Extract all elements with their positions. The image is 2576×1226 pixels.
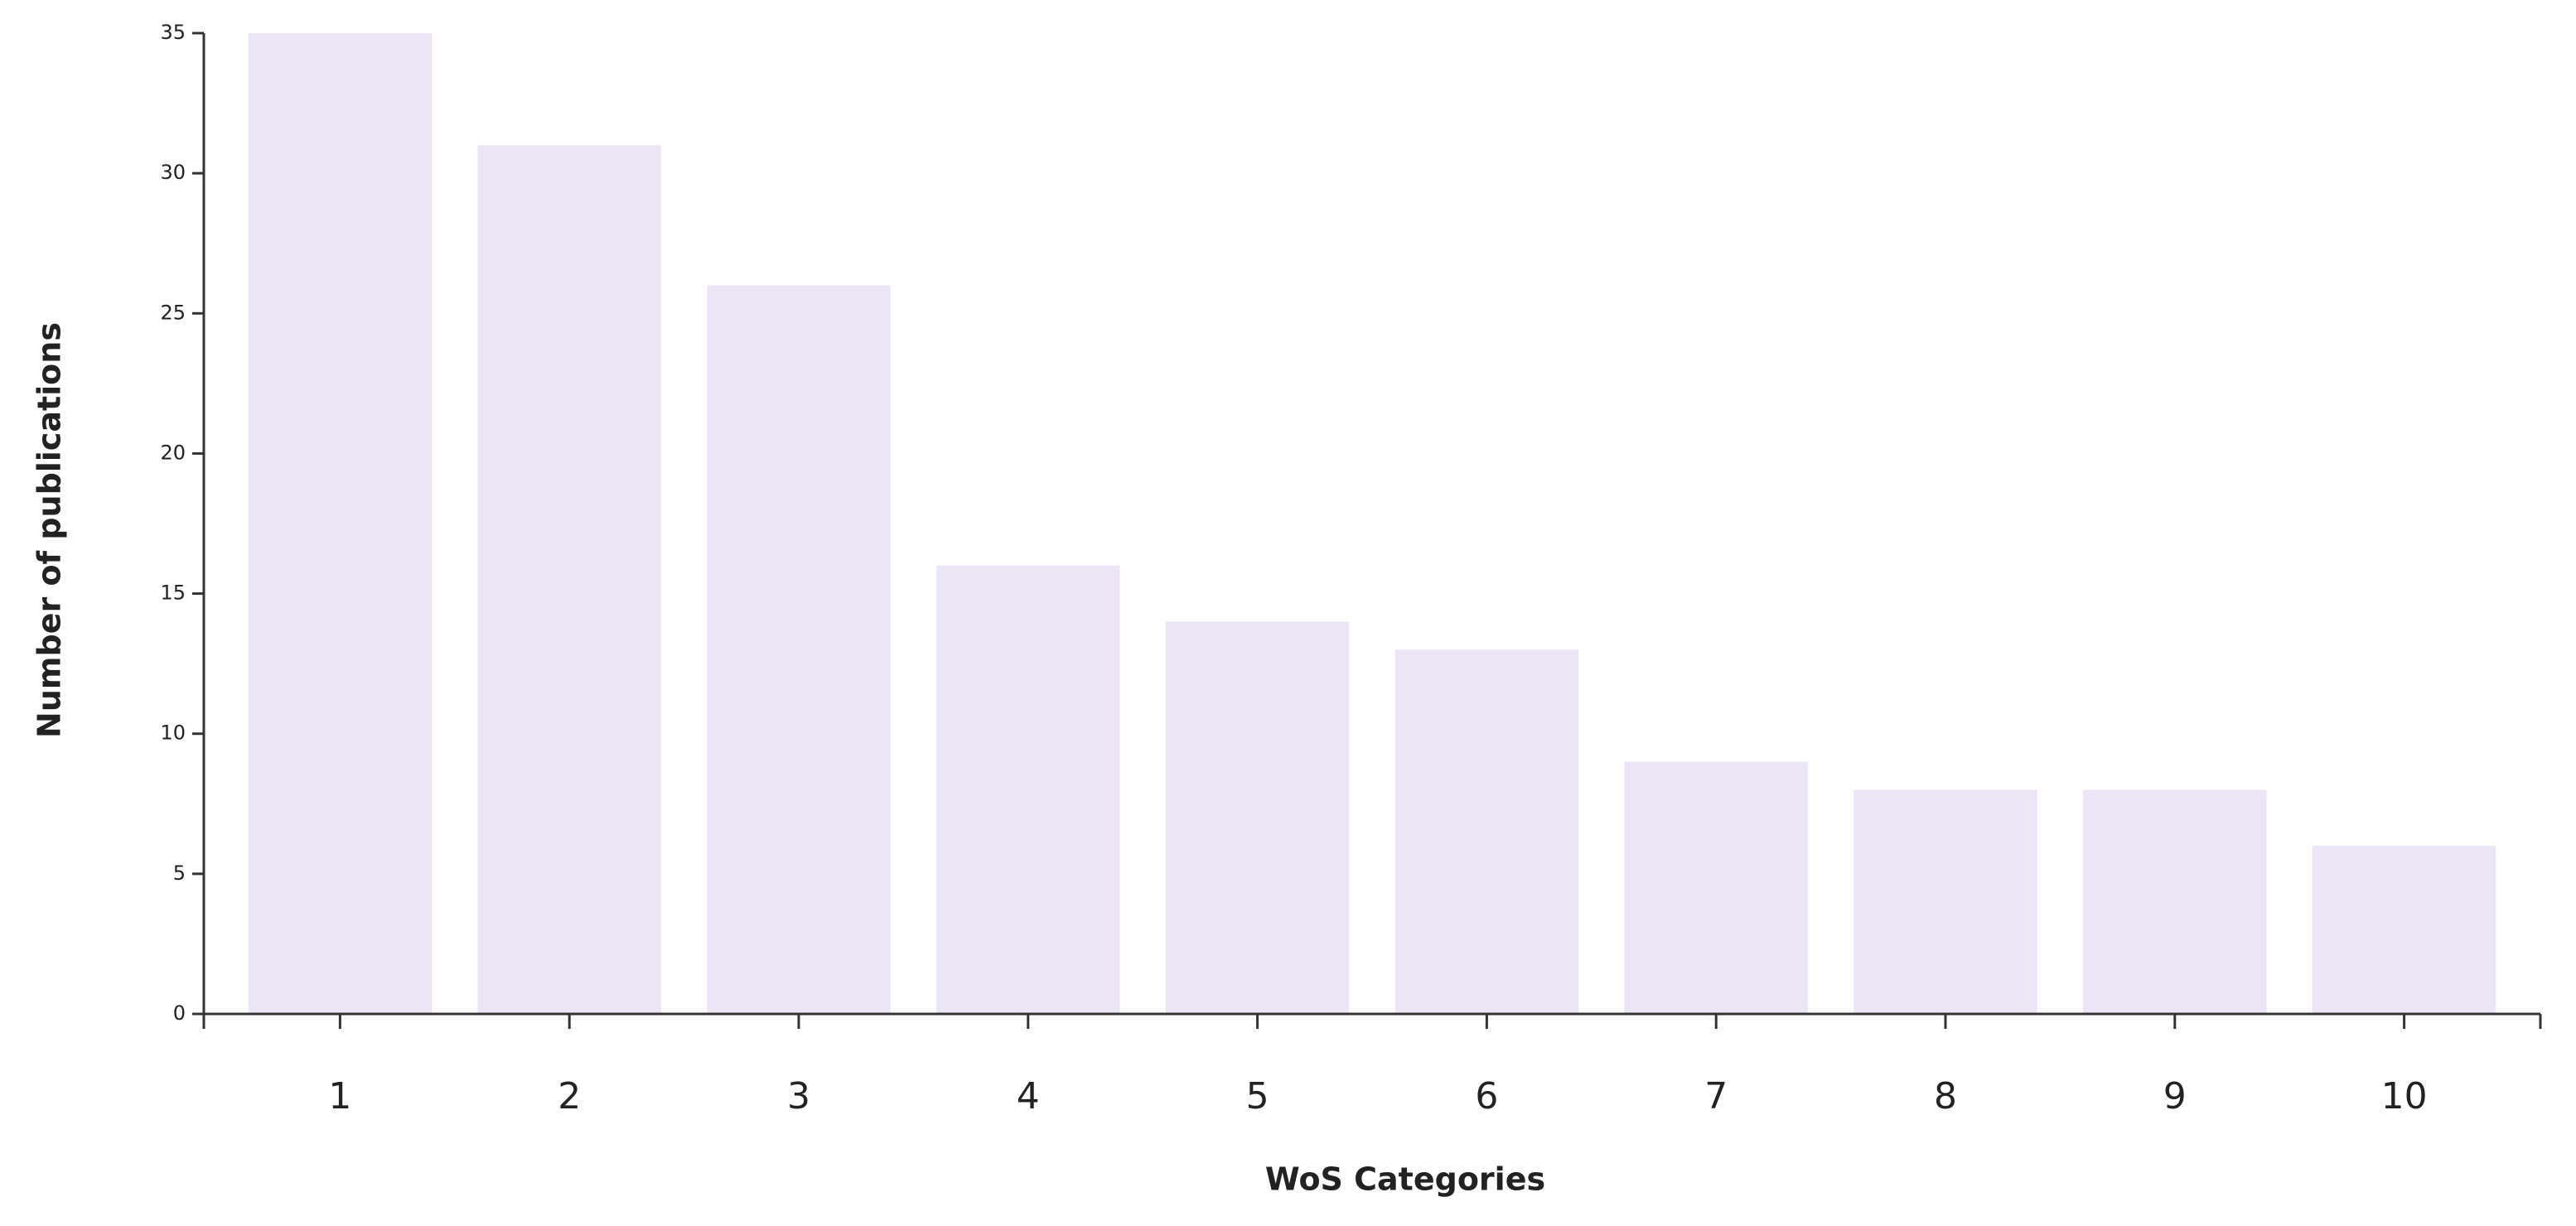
x-tick-label: 2 [558, 1075, 581, 1117]
bar [1624, 761, 1808, 1014]
bar [1853, 789, 2037, 1014]
bar [2312, 846, 2496, 1014]
bar [1165, 621, 1350, 1014]
x-tick-label: 9 [2163, 1075, 2187, 1117]
y-axis-title: Number of publications [31, 322, 68, 738]
x-tick-label: 4 [1017, 1075, 1040, 1117]
x-tick-label: 10 [2381, 1075, 2428, 1117]
x-tick-label: 7 [1704, 1075, 1728, 1117]
bar [936, 565, 1120, 1014]
y-tick-label: 20 [160, 441, 186, 464]
y-tick-label: 15 [160, 582, 186, 605]
bar [248, 33, 433, 1014]
x-tick-label: 3 [787, 1075, 810, 1117]
x-axis-title: WoS Categories [1265, 1161, 1545, 1198]
y-tick-label: 35 [160, 21, 186, 44]
x-tick-label: 8 [1934, 1075, 1957, 1117]
x-tick-label: 1 [328, 1075, 351, 1117]
bar [1394, 649, 1579, 1014]
x-tick-label: 6 [1475, 1075, 1498, 1117]
x-tick-label: 5 [1246, 1075, 1269, 1117]
y-tick-label: 0 [173, 1002, 186, 1025]
y-tick-label: 30 [160, 161, 186, 184]
bar [707, 285, 891, 1014]
y-tick-label: 5 [173, 862, 186, 885]
y-tick-label: 25 [160, 301, 186, 324]
y-tick-label: 10 [160, 722, 186, 745]
bar [477, 145, 661, 1014]
bar [2083, 789, 2267, 1014]
